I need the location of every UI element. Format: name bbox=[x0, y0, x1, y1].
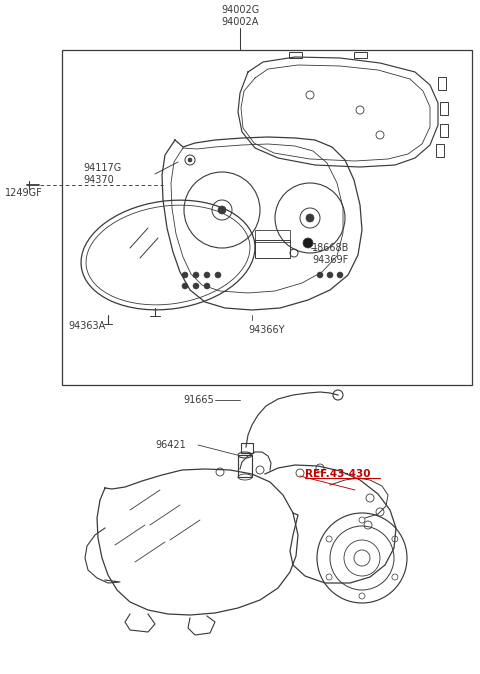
Circle shape bbox=[182, 272, 188, 278]
Bar bbox=[440, 102, 448, 115]
Circle shape bbox=[193, 272, 199, 278]
Circle shape bbox=[204, 283, 210, 289]
Circle shape bbox=[204, 272, 210, 278]
Circle shape bbox=[182, 283, 188, 289]
Circle shape bbox=[306, 214, 314, 222]
Circle shape bbox=[188, 158, 192, 162]
Text: 91665: 91665 bbox=[183, 395, 214, 405]
Text: 94369F: 94369F bbox=[312, 255, 348, 265]
Bar bbox=[289, 52, 302, 58]
Bar bbox=[255, 230, 290, 242]
Circle shape bbox=[193, 283, 199, 289]
Bar bbox=[255, 240, 290, 258]
Text: 94117G: 94117G bbox=[83, 163, 121, 173]
Text: 1249GF: 1249GF bbox=[5, 188, 43, 198]
Text: 94366Y: 94366Y bbox=[248, 325, 285, 335]
Bar bbox=[440, 124, 448, 137]
Bar bbox=[354, 52, 367, 58]
Circle shape bbox=[327, 272, 333, 278]
Text: 18668B: 18668B bbox=[312, 243, 349, 253]
Circle shape bbox=[337, 272, 343, 278]
Text: 94002A: 94002A bbox=[221, 17, 259, 27]
Circle shape bbox=[218, 206, 226, 214]
Bar bbox=[241, 443, 253, 453]
Text: 94363A: 94363A bbox=[68, 321, 105, 331]
Circle shape bbox=[317, 272, 323, 278]
Bar bbox=[436, 144, 444, 157]
Text: 94002G: 94002G bbox=[221, 5, 259, 15]
Bar bbox=[62, 50, 472, 385]
Text: 96421: 96421 bbox=[155, 440, 186, 450]
Text: 94370: 94370 bbox=[83, 175, 114, 185]
Circle shape bbox=[303, 238, 313, 248]
Text: REF.43-430: REF.43-430 bbox=[305, 469, 371, 479]
Bar bbox=[238, 455, 252, 477]
Circle shape bbox=[215, 272, 221, 278]
Bar bbox=[438, 77, 446, 90]
